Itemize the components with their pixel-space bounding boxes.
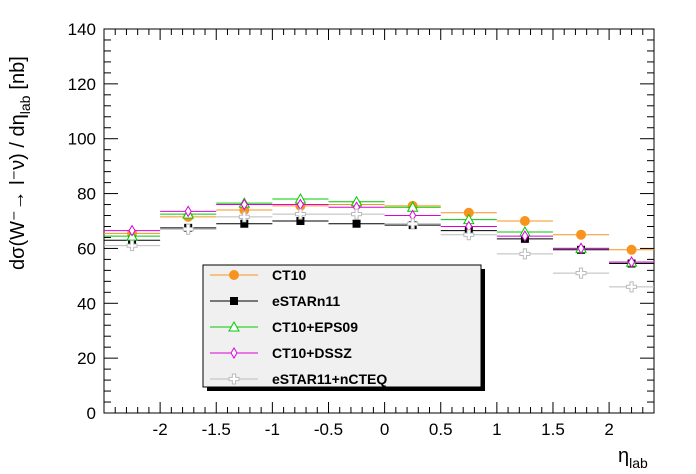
x-tick-label: 1 (492, 420, 501, 439)
y-tick-label: 40 (77, 294, 96, 313)
x-tick-label: 0.5 (429, 420, 453, 439)
y-axis-title: dσ(W⁻→ l⁻ν) / dηlab [nb] (7, 56, 33, 270)
data-point (240, 219, 249, 228)
y-tick-label: 0 (87, 404, 96, 423)
legend: CT10 eSTARn11 CT10+EPS09 CT10+DSSZ eSTAR11+n… (202, 264, 485, 391)
legend-label: eSTARn11 (272, 293, 340, 309)
legend-box (202, 264, 482, 388)
legend-label: CT10 (272, 267, 306, 283)
data-point (351, 208, 363, 220)
data-point (126, 240, 138, 252)
y-tick-label: 60 (77, 239, 96, 258)
x-tick-label: -0.5 (314, 420, 343, 439)
data-point (577, 242, 585, 255)
y-tick-label: 80 (77, 185, 96, 204)
legend-label: CT10+EPS09 (272, 319, 358, 335)
data-point (519, 216, 530, 226)
data-point (626, 281, 638, 293)
legend-label: CT10+DSSZ (272, 345, 352, 361)
y-tick-label: 140 (68, 20, 96, 39)
x-tick-label: -1 (265, 420, 280, 439)
y-axis-title-main: dσ(W⁻→ l⁻ν) / dη (7, 114, 29, 270)
x-axis-title: ηlab (618, 445, 648, 471)
data-point (575, 267, 587, 279)
x-tick-label: -1.5 (202, 420, 231, 439)
data-point (296, 217, 305, 225)
axis-ticks: 0 20 40 60 80 100 120 140 -2 -1.5 -1 -0.5 0 0.5 1 1.5 2 (68, 20, 654, 439)
x-tick-label: 1.5 (541, 420, 565, 439)
data-point (182, 223, 194, 235)
legend-marker (229, 270, 239, 280)
plot-frame (103, 28, 655, 414)
y-tick-label: 20 (77, 349, 96, 368)
data-point (521, 230, 529, 243)
data-point (627, 256, 636, 269)
y-tick-label: 100 (68, 130, 96, 149)
legend-items: CT10 eSTARn11 CT10+EPS09 CT10+DSSZ eSTAR11+n… (210, 267, 387, 387)
y-axis-title-unit: [nb] (7, 56, 29, 89)
data-point (240, 198, 248, 211)
x-tick-label: 0 (380, 420, 389, 439)
data-point (626, 244, 637, 255)
data-point (352, 219, 361, 228)
y-axis-title-sub: lab (17, 95, 33, 114)
data-point (238, 211, 250, 223)
x-tick-label: -2 (153, 420, 168, 439)
data-point (184, 205, 192, 218)
legend-marker (228, 373, 240, 385)
series-estar11-ncteq (104, 208, 654, 293)
legend-marker (228, 320, 240, 332)
x-axis-title-main: η (618, 445, 629, 467)
data-point (519, 248, 531, 260)
data-point (407, 218, 419, 230)
data-point (128, 224, 136, 237)
legend-label: eSTAR11+nCTEQ (272, 371, 387, 387)
series-ct10-dssz (104, 198, 654, 269)
data-point (294, 208, 306, 220)
data-point (463, 229, 475, 241)
y-tick-label: 120 (68, 75, 96, 94)
legend-marker (230, 297, 238, 305)
data-point (576, 229, 587, 240)
series-layer (104, 193, 654, 293)
x-tick-label: 2 (604, 420, 613, 439)
x-axis-title-sub: lab (629, 455, 648, 471)
legend-marker (230, 347, 238, 359)
